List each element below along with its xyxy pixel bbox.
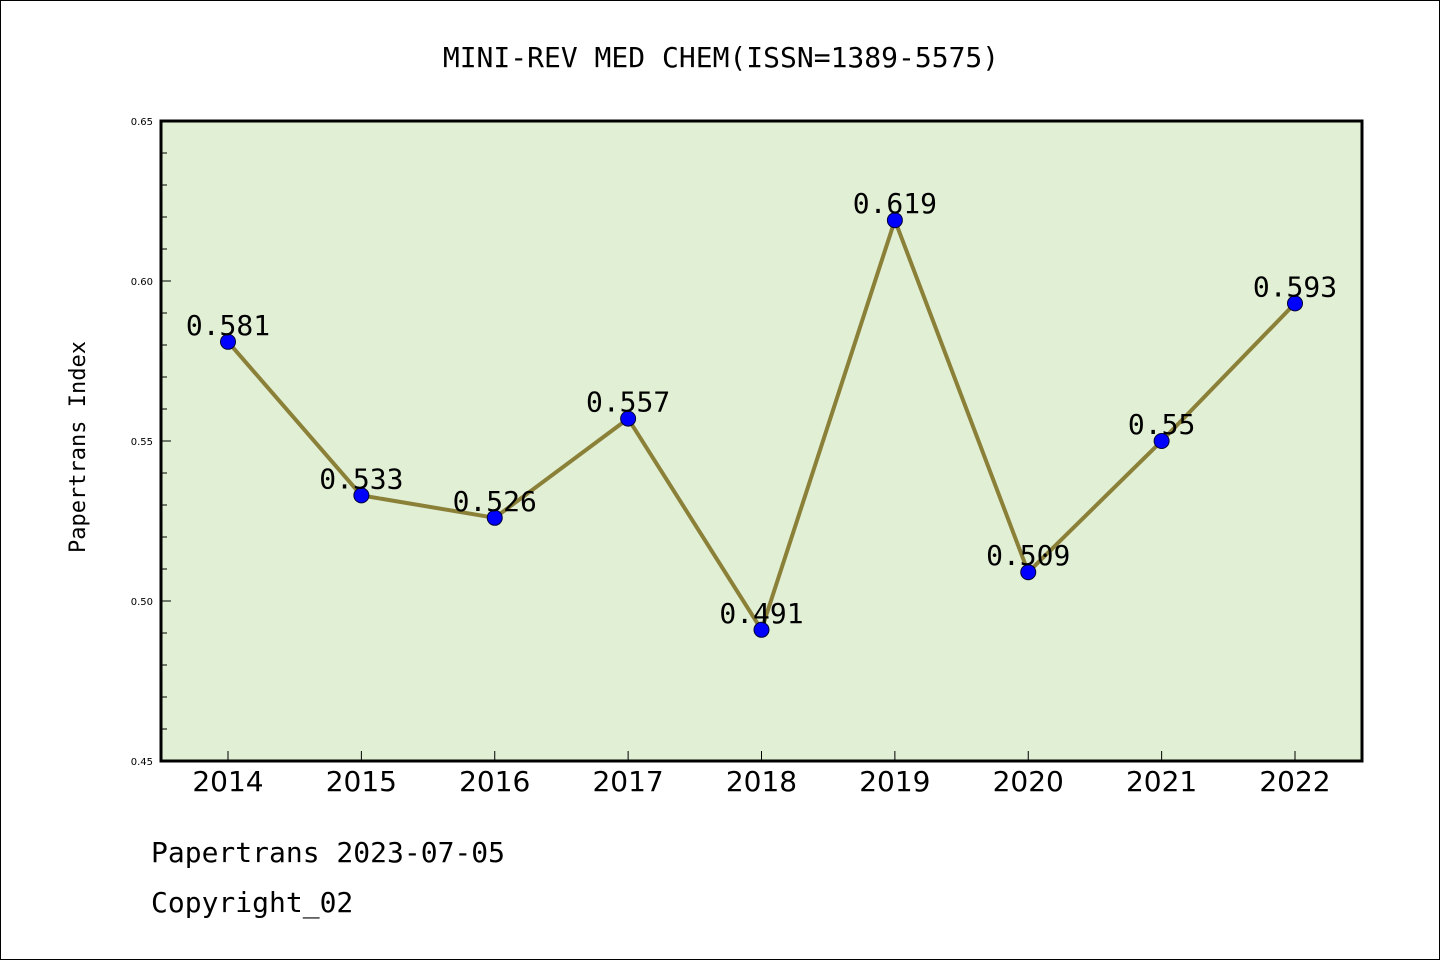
data-point-marker: [620, 410, 637, 427]
data-point-marker: [1153, 433, 1170, 449]
x-tick-label: 2014: [192, 765, 263, 798]
x-tick-label: 2021: [1126, 765, 1197, 798]
data-label: 0.509: [986, 539, 1070, 572]
data-point-marker: [886, 212, 903, 229]
y-tick-label: 0.65: [131, 117, 153, 128]
y-tick-label: 0.60: [131, 277, 153, 288]
x-tick-label: 2020: [993, 765, 1064, 798]
x-tick-label: 2017: [592, 765, 663, 798]
data-label: 0.557: [586, 386, 670, 419]
data-point-marker: [353, 487, 370, 504]
data-point-marker: [1287, 295, 1303, 312]
footer-copyright: Copyright_02: [151, 886, 354, 919]
data-label: 0.619: [853, 187, 937, 220]
data-label-layer: 0.581 0.533 0.526 0.557 0.491 0.619 0.509 0.55 0…: [186, 187, 1337, 630]
data-label: 0.55: [1128, 408, 1195, 441]
data-label: 0.581: [186, 309, 270, 342]
x-tick-label: 2022: [1259, 765, 1330, 798]
data-label: 0.533: [319, 462, 403, 495]
data-label: 0.526: [453, 485, 537, 518]
data-point-marker: [486, 509, 503, 526]
y-tick-label: 0.55: [131, 437, 153, 448]
plot-area: [159, 119, 1364, 763]
y-tick-label: 0.50: [131, 597, 153, 608]
x-tick-label: 2019: [859, 765, 930, 798]
data-point-marker: [1020, 564, 1037, 581]
y-axis-label: Papertrans Index: [66, 341, 91, 553]
x-tick-label: 2016: [459, 765, 530, 798]
series-layer: [220, 212, 1303, 638]
data-label: 0.593: [1253, 270, 1337, 303]
x-tick-label: 2015: [326, 765, 397, 798]
x-tick-label: 2018: [726, 765, 797, 798]
x-axis-ticks: 2014 2015 2016 2017 2018 2019 2020 2021 2022: [192, 751, 1331, 798]
chart-title: MINI-REV MED CHEM(ISSN=1389-5575): [443, 41, 999, 74]
data-label: 0.491: [719, 597, 803, 630]
y-tick-label: 0.45: [131, 757, 153, 768]
data-point-marker: [753, 621, 770, 638]
data-point-marker: [220, 333, 236, 350]
footer-date: Papertrans 2023-07-05: [151, 836, 506, 869]
y-axis-ticks: 0.45 0.50 0.55 0.60 0.65: [131, 117, 171, 768]
